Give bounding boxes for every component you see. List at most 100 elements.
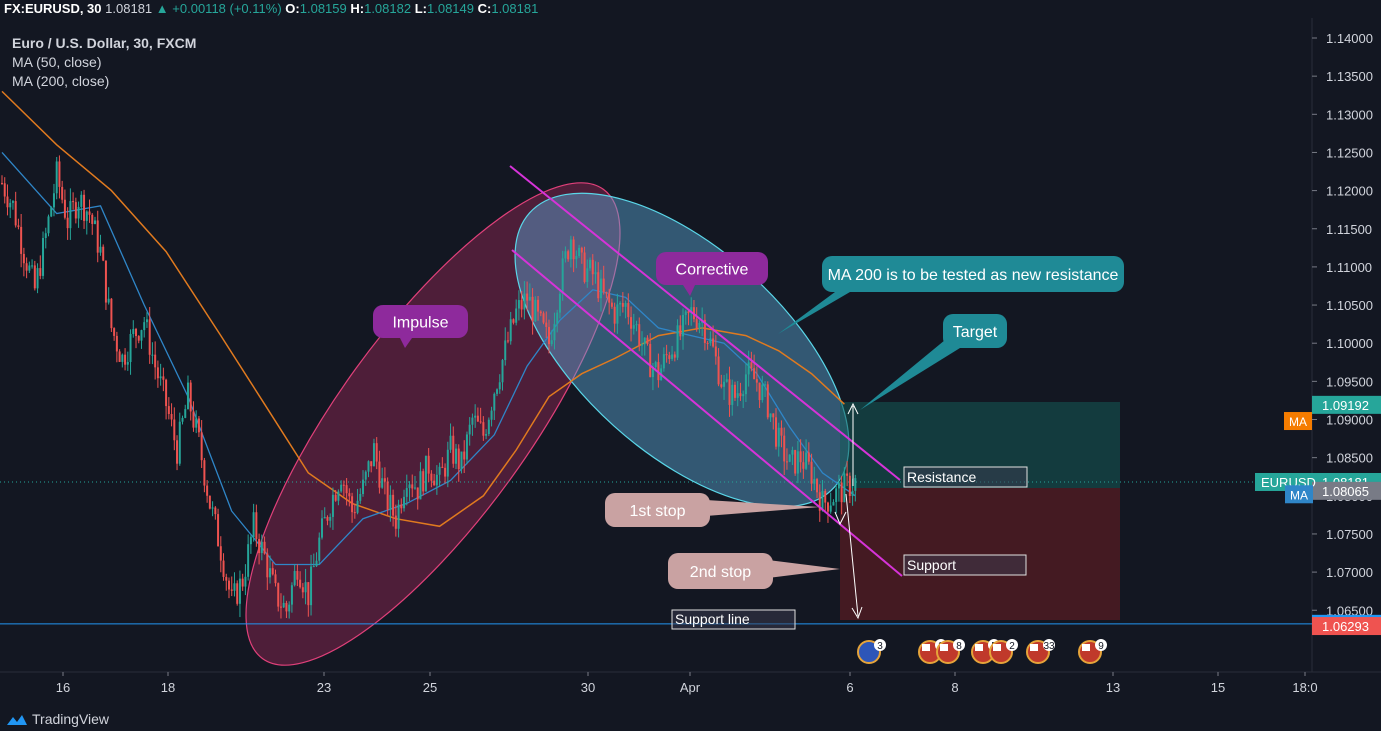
- candle-body: [736, 393, 739, 398]
- ma-note-tail: [778, 292, 850, 334]
- candle-body: [181, 417, 184, 422]
- candle-body: [780, 427, 783, 436]
- candle-body: [651, 367, 654, 378]
- candle-body: [132, 328, 135, 335]
- candle-body: [687, 311, 690, 314]
- candle-body: [238, 578, 241, 604]
- candle-body: [485, 434, 488, 436]
- candle-body: [143, 322, 146, 331]
- candle-body: [794, 450, 797, 474]
- candle-body: [703, 319, 706, 343]
- candle-body: [383, 478, 386, 482]
- candle-body: [288, 604, 291, 612]
- symbol-name[interactable]: FX:EURUSD, 30: [4, 1, 102, 16]
- tradingview-logo-icon: [7, 715, 27, 726]
- event-count-badge: [1043, 639, 1055, 651]
- candle-body: [613, 306, 616, 324]
- symbol-header: FX:EURUSD, 30 1.08181 ▲ +0.00118 (+0.11%…: [0, 0, 1381, 18]
- candle-body: [77, 206, 80, 219]
- candle-body: [599, 278, 602, 299]
- candle-body: [627, 303, 630, 318]
- candle-body: [649, 343, 652, 378]
- flag-canton-icon: [975, 644, 983, 651]
- channel-lower-line: [511, 249, 903, 577]
- candle-body: [476, 415, 479, 422]
- candle-body: [50, 207, 53, 217]
- candle-body: [400, 504, 403, 509]
- candle-body: [167, 406, 170, 415]
- candle-body: [340, 484, 343, 492]
- chart-legend: Euro / U.S. Dollar, 30, FXCM MA (50, clo…: [12, 34, 196, 91]
- candle-body: [523, 293, 526, 310]
- candle-body: [465, 434, 468, 460]
- candle-body: [370, 461, 373, 467]
- candle-body: [720, 384, 723, 387]
- open-label: O:: [285, 1, 300, 16]
- candle-body: [299, 579, 302, 588]
- support-label-text: Support: [907, 557, 956, 573]
- legend-ma200[interactable]: MA (200, close): [12, 73, 110, 89]
- event-count-text: 2: [1009, 641, 1015, 652]
- ma-note-text: MA 200 is to be tested as new resistance: [828, 267, 1119, 284]
- corrective-label-text: Corrective: [676, 262, 749, 279]
- candle-body: [285, 602, 288, 612]
- candle-body: [389, 494, 392, 510]
- candle-body: [296, 571, 299, 580]
- candle-body: [88, 211, 91, 215]
- candle-body: [58, 161, 61, 187]
- candle-body: [228, 580, 231, 590]
- candle-body: [22, 253, 25, 264]
- legend-title[interactable]: Euro / U.S. Dollar, 30, FXCM: [12, 35, 197, 51]
- candle-body: [739, 393, 742, 397]
- candle-body: [805, 452, 808, 469]
- candle-body: [471, 417, 474, 425]
- candle-body: [252, 512, 255, 538]
- candle-body: [356, 500, 359, 513]
- candle-body: [394, 515, 397, 529]
- second-stop-callout-tail: [768, 560, 840, 578]
- candle-body: [83, 194, 86, 221]
- candle-body: [255, 512, 258, 539]
- candle-body: [124, 354, 127, 365]
- candle-body: [197, 418, 200, 433]
- y-tick-label: 1.10000: [1326, 336, 1373, 351]
- candle-body: [646, 337, 649, 344]
- candle-body: [277, 583, 280, 607]
- resistance-label-box: [903, 466, 1028, 488]
- event-count-badge: [1095, 639, 1107, 651]
- candle-body: [362, 479, 365, 495]
- candle-body: [173, 419, 176, 441]
- candle-body: [151, 354, 154, 356]
- candle-body: [807, 452, 810, 462]
- candle-body: [55, 161, 58, 194]
- x-tick-label: 30: [581, 680, 595, 695]
- candle-body: [69, 201, 72, 229]
- candle-body: [635, 324, 638, 326]
- candle-body: [610, 302, 613, 307]
- open-value: 1.08159: [299, 1, 347, 16]
- candle-body: [580, 247, 583, 253]
- candle-body: [326, 516, 329, 521]
- candle-body: [137, 336, 140, 341]
- candle-body: [337, 491, 340, 501]
- candle-body: [682, 314, 685, 337]
- candle-body: [386, 481, 389, 510]
- candle-body: [39, 268, 42, 276]
- candle-body: [397, 504, 400, 529]
- price-chart[interactable]: 1.14000 1.13500 1.13000 1.12500 1.12000 1.115…: [0, 18, 1381, 708]
- candle-body: [638, 324, 641, 346]
- y-tick-label: 1.13000: [1326, 107, 1373, 122]
- candle-body: [531, 296, 534, 322]
- candle-body: [668, 355, 671, 359]
- candle-body: [263, 541, 266, 554]
- candle-body: [36, 268, 39, 289]
- candle-body: [140, 330, 143, 341]
- legend-ma50[interactable]: MA (50, close): [12, 54, 102, 70]
- candle-body: [829, 505, 832, 512]
- candle-body: [548, 326, 550, 345]
- candle-body: [31, 265, 34, 267]
- candle-body: [192, 411, 195, 428]
- candle-body: [260, 541, 263, 554]
- candle-body: [509, 319, 512, 342]
- target-callout-tail: [860, 340, 960, 410]
